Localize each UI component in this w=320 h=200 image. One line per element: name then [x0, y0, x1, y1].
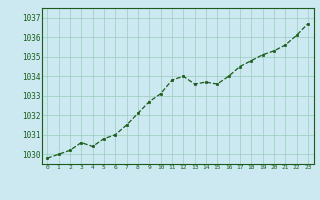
- Text: Graphe pression niveau de la mer (hPa): Graphe pression niveau de la mer (hPa): [58, 184, 262, 193]
